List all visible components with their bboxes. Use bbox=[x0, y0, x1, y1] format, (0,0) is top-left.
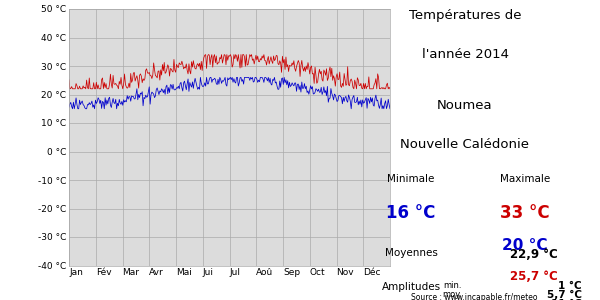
Text: 11 °C: 11 °C bbox=[551, 299, 582, 300]
Text: l'année 2014: l'année 2014 bbox=[421, 48, 509, 61]
Text: 16 °C: 16 °C bbox=[386, 204, 436, 222]
Text: min.: min. bbox=[443, 281, 462, 290]
Text: Noumea: Noumea bbox=[437, 99, 493, 112]
Text: moy.: moy. bbox=[442, 290, 462, 299]
Text: Source : www.incapable.fr/meteo: Source : www.incapable.fr/meteo bbox=[411, 292, 538, 300]
Text: 20 °C: 20 °C bbox=[502, 238, 548, 253]
Text: 1 °C: 1 °C bbox=[559, 281, 582, 291]
Text: Amplitudes: Amplitudes bbox=[382, 282, 440, 292]
Text: 25,7 °C: 25,7 °C bbox=[510, 270, 558, 283]
Text: 5,7 °C: 5,7 °C bbox=[547, 290, 582, 300]
Text: Minimale: Minimale bbox=[388, 174, 434, 184]
Text: Moyennes: Moyennes bbox=[385, 248, 437, 257]
Text: Températures de: Températures de bbox=[409, 9, 521, 22]
Text: 33 °C: 33 °C bbox=[500, 204, 550, 222]
Text: max.: max. bbox=[441, 299, 462, 300]
Text: 22,9 °C: 22,9 °C bbox=[510, 248, 558, 260]
Text: Nouvelle Calédonie: Nouvelle Calédonie bbox=[401, 138, 530, 151]
Text: Maximale: Maximale bbox=[500, 174, 550, 184]
